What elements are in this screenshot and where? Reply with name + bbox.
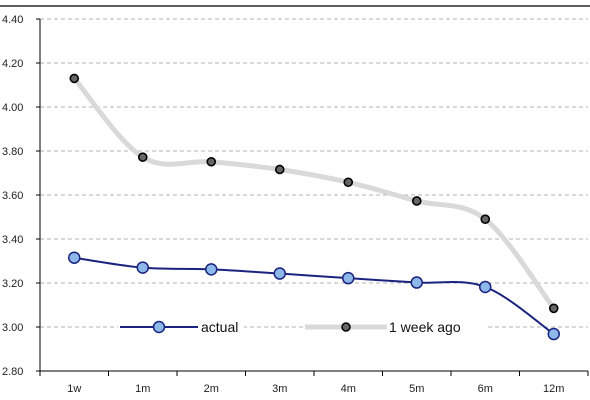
- x-tick-label: 6m: [478, 383, 493, 395]
- axis-layer: 2.80 3.00 3.20 3.40 3.60 3.80 4.00 4.20 4.40 1w 1m…: [0, 5, 590, 395]
- point-1-week-ago: [411, 196, 422, 206]
- point-actual: [479, 280, 492, 294]
- point-actual: [68, 251, 81, 264]
- y-tick-label: 3.40: [2, 234, 23, 246]
- x-tick-label: 4m: [341, 383, 356, 395]
- x-tick-label: 12m: [543, 383, 564, 395]
- legend-marker-1-week-ago: [341, 322, 351, 332]
- y-tick-label: 3.60: [2, 190, 23, 202]
- point-actual: [205, 263, 218, 276]
- point-1-week-ago: [69, 73, 80, 84]
- point-1-week-ago: [343, 177, 354, 188]
- legend-label-1-week-ago: 1 week ago: [389, 319, 461, 335]
- legend-label-actual: actual: [201, 319, 238, 335]
- point-1-week-ago: [206, 156, 217, 167]
- y-tick-label: 4.00: [2, 102, 23, 114]
- x-tick-label: 5m: [409, 383, 424, 395]
- series-layer: [68, 73, 560, 341]
- y-tick-label: 4.20: [2, 58, 23, 70]
- x-tick-label: 1w: [67, 383, 81, 395]
- series-line-1-week-ago: [71, 75, 557, 311]
- y-tick-label: 3.20: [2, 278, 23, 290]
- point-1-week-ago: [480, 214, 491, 224]
- y-tick-label: 3.80: [2, 146, 23, 158]
- point-actual: [410, 276, 423, 289]
- point-1-week-ago: [274, 164, 285, 175]
- point-actual: [547, 327, 560, 341]
- x-tick-label: 2m: [204, 383, 219, 395]
- point-1-week-ago: [548, 303, 559, 314]
- legend: actual 1 week ago: [118, 318, 487, 336]
- x-tick-label: 1m: [135, 383, 150, 395]
- legend-item-background: [303, 318, 487, 336]
- point-1-week-ago: [137, 152, 148, 162]
- y-tick-label: 3.00: [2, 322, 23, 334]
- point-actual: [342, 271, 355, 285]
- legend-marker-actual: [152, 320, 166, 334]
- x-tick-label: 3m: [272, 383, 287, 395]
- point-actual: [273, 267, 286, 280]
- y-tick-label: 2.80: [2, 366, 23, 378]
- point-actual: [136, 261, 149, 274]
- y-tick-label: 4.40: [2, 14, 23, 26]
